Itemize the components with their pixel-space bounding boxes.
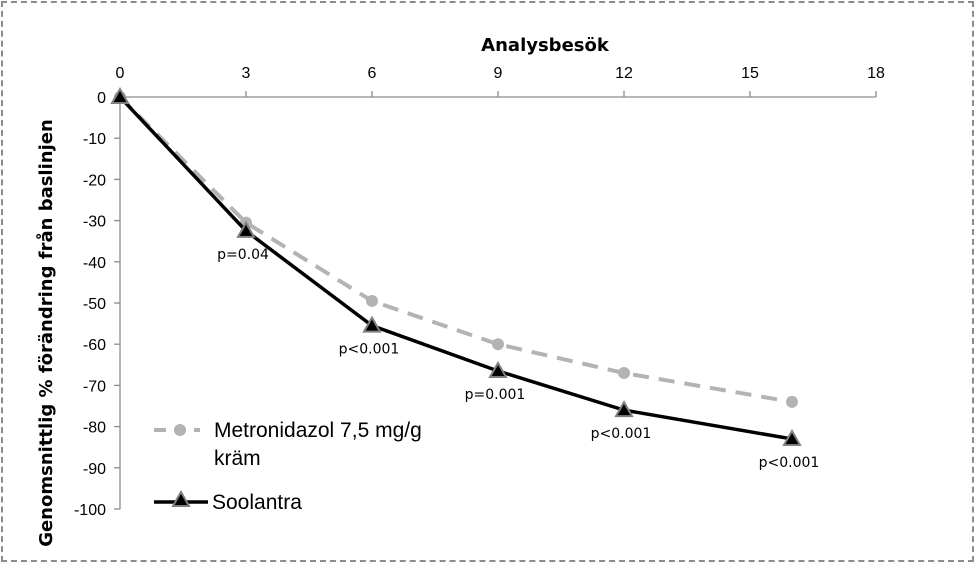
data-point [110,86,130,104]
y-tick-label: -50 [83,296,106,313]
legend-entry-metronidazol: Metronidazol 7,5 mg/g kräm [154,419,422,470]
data-point [366,294,378,307]
x-tick-label: 9 [494,65,503,82]
series-layer [110,86,802,446]
legend-swatch-marker [174,424,186,436]
axes: 0 3 6 9 12 15 18 0 -10 -20 -30 -40 -50 -60 -70 -80 -90 -1… [74,65,885,519]
legend-swatch-marker [171,489,191,507]
y-axis-title: Genomsnittlig % förändring från baslinje… [35,119,57,547]
x-tick-label: 15 [741,65,759,82]
data-point [488,360,508,378]
data-point [362,315,382,333]
series-line [118,95,793,441]
p-value-label: p=0.001 [465,387,526,403]
p-value-label: p<0.001 [591,426,652,442]
y-tick-label: 0 [97,90,106,107]
y-tick-label: -100 [74,502,106,519]
data-point [782,428,802,446]
legend-entry-soolantra: Soolantra [154,489,302,514]
p-value-label: p<0.001 [759,455,820,471]
y-tick-label: -60 [83,337,106,354]
series-soolantra [110,86,802,446]
x-tick-label: 18 [867,65,885,82]
x-tick-label: 3 [242,65,251,82]
legend-label: kräm [214,447,261,470]
y-tick-label: -90 [83,461,106,478]
data-point [614,400,634,418]
series-line [118,95,793,404]
y-tick-label: -30 [83,214,106,231]
p-value-label: p=0.04 [217,247,269,263]
x-tick-label: 6 [368,65,377,82]
legend-label: Soolantra [212,491,302,514]
data-point [618,367,630,380]
y-tick-label: -80 [83,420,106,437]
annotations: p=0.04 p<0.001 p=0.001 p<0.001 p<0.001 [217,247,819,471]
y-tick-label: -40 [83,255,106,272]
data-point [492,338,504,351]
data-point [236,220,256,238]
y-tick-label: -70 [83,378,106,395]
x-tick-label: 12 [615,65,633,82]
p-value-label: p<0.001 [339,342,400,358]
data-point [786,395,798,408]
x-axis-title: Analysbesök [481,35,610,56]
legend: Metronidazol 7,5 mg/g kräm Soolantra [154,419,422,514]
x-tick-label: 0 [116,65,125,82]
y-tick-label: -20 [83,172,106,189]
y-tick-label: -10 [83,131,106,148]
legend-label: Metronidazol 7,5 mg/g [214,419,422,442]
